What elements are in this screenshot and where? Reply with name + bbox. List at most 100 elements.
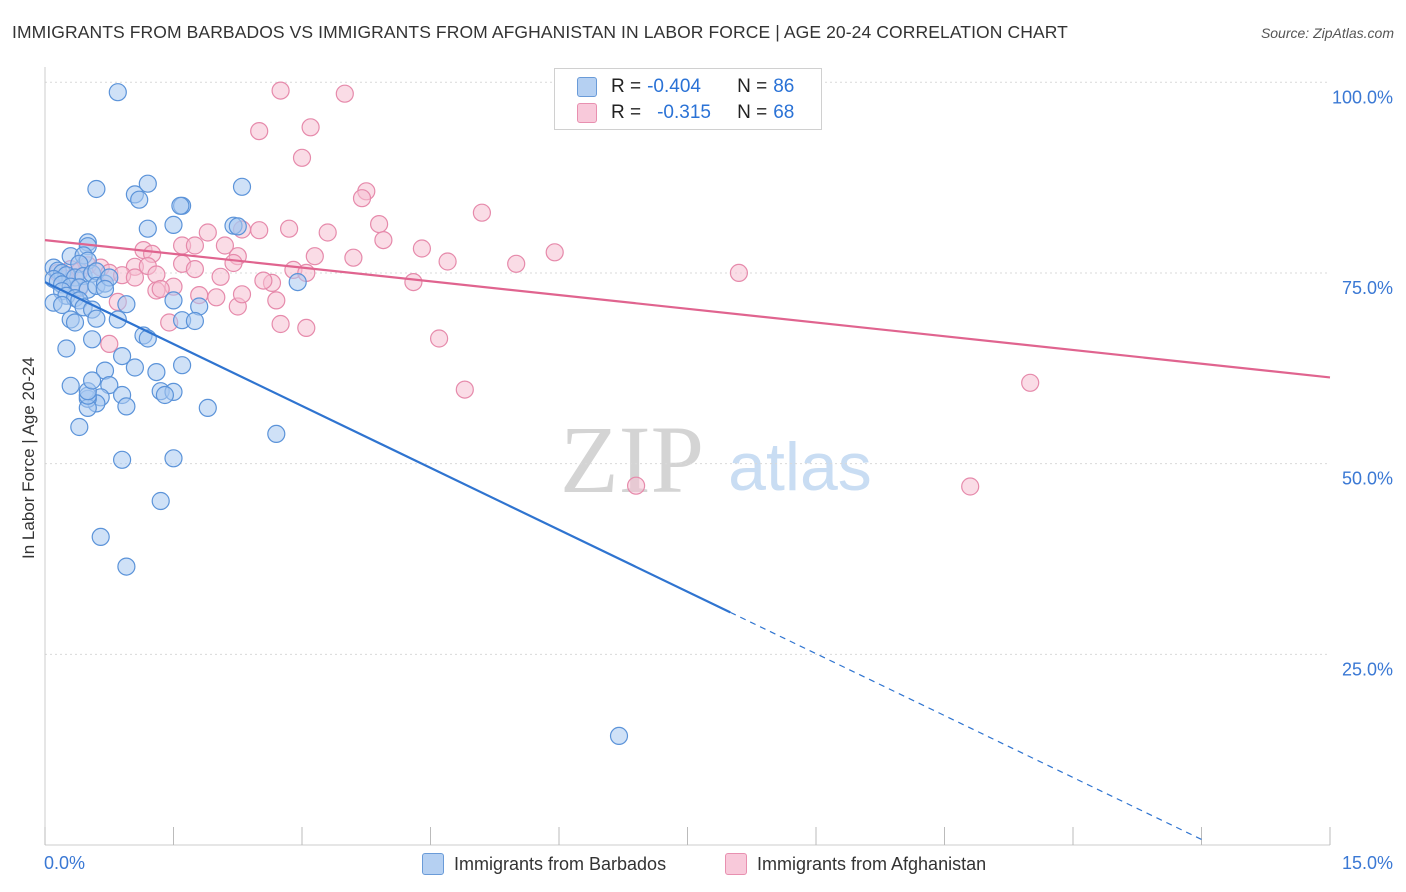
afghanistan-point	[507, 254, 526, 273]
stats-legend: R = -0.404 N = 86 R = -0.315 N = 68	[554, 68, 822, 130]
y-tick-label: 100.0%	[1332, 87, 1393, 107]
afghanistan-point	[374, 231, 393, 250]
tick-labels: 25.0% 50.0% 75.0% 100.0% 0.0% 15.0% In Labor F…	[19, 87, 1393, 873]
afghanistan-point	[404, 273, 423, 292]
barbados-point	[164, 449, 183, 468]
afghanistan-point	[280, 219, 299, 238]
afghanistan-point	[207, 288, 226, 307]
barbados-point	[112, 450, 132, 469]
barbados-point	[117, 295, 136, 314]
barbados-point	[70, 417, 89, 437]
barbados-point	[87, 309, 106, 328]
legend-item-afghanistan: Immigrants from Afghanistan	[725, 853, 986, 875]
legend-label-afghanistan: Immigrants from Afghanistan	[757, 853, 987, 874]
barbados-point	[232, 177, 252, 196]
barbados-point	[173, 356, 192, 375]
watermark-zip: ZIP	[560, 406, 704, 513]
n-label: N =	[737, 102, 768, 123]
afghanistan-point	[318, 223, 337, 242]
afghanistan-point	[438, 252, 457, 271]
barbados-point	[185, 311, 204, 331]
r-value: -0.404	[647, 76, 701, 97]
y-axis-title: In Labor Force | Age 20-24	[19, 357, 38, 559]
barbados-legend-swatch	[422, 853, 444, 875]
afghanistan-trend-line	[44, 239, 1331, 379]
grid-lines	[45, 81, 1330, 655]
barbados-point	[198, 398, 217, 417]
chart-title: IMMIGRANTS FROM BARBADOS VS IMMIGRANTS F…	[12, 22, 1068, 42]
x-tick-label-min: 0.0%	[44, 853, 85, 873]
afghanistan-point	[412, 239, 431, 258]
afghanistan-point	[297, 318, 316, 337]
afghanistan-point	[185, 260, 204, 279]
barbados-point	[82, 330, 102, 349]
n-value: 68	[773, 102, 795, 123]
source-credit: Source: ZipAtlas.com	[1260, 25, 1394, 41]
afghanistan-point	[224, 253, 243, 273]
afghanistan-point	[100, 334, 119, 353]
afghanistan-point	[232, 285, 252, 304]
y-tick-label: 50.0%	[1342, 469, 1393, 489]
barbados-point	[95, 279, 115, 299]
barbados-point	[87, 179, 106, 199]
legend-label-barbados: Immigrants from Barbados	[454, 853, 667, 874]
barbados-point	[609, 726, 629, 746]
afghanistan-legend-swatch	[725, 853, 747, 875]
afghanistan-point	[729, 263, 749, 282]
afghanistan-point	[472, 203, 491, 222]
barbados-point	[164, 291, 183, 310]
afghanistan-point	[292, 148, 312, 167]
afghanistan-point	[545, 243, 564, 262]
afghanistan-point	[250, 221, 269, 240]
legend-row-barbados: R = -0.404 N = 86	[577, 75, 794, 99]
barbados-swatch	[577, 77, 597, 97]
x-tick-label-max: 15.0%	[1342, 853, 1393, 873]
barbados-point	[288, 273, 307, 292]
barbados-point	[91, 527, 110, 547]
barbados-point	[108, 83, 127, 102]
afghanistan-point	[455, 380, 474, 399]
afghanistan-point	[370, 215, 389, 234]
barbados-point	[61, 376, 80, 395]
r-label: R =	[611, 76, 642, 97]
n-label: N =	[737, 76, 768, 97]
barbados-point	[112, 347, 132, 366]
afghanistan-point	[961, 477, 980, 496]
trend-lines	[44, 239, 1331, 840]
barbados-trend-extension	[730, 611, 1202, 840]
afghanistan-point	[1021, 373, 1040, 392]
afghanistan-point	[430, 329, 449, 348]
legend-item-barbados: Immigrants from Barbados	[422, 853, 666, 875]
afghanistan-point	[254, 271, 273, 290]
barbados-point	[65, 313, 85, 332]
data-points	[44, 81, 1040, 746]
legend-row-afghanistan: R = -0.315 N = 68	[577, 101, 794, 125]
barbados-point	[125, 358, 144, 377]
afghanistan-swatch	[577, 103, 597, 123]
barbados-point	[138, 174, 157, 193]
barbados-point	[130, 190, 149, 209]
barbados-point	[82, 371, 102, 390]
barbados-trend-line	[44, 281, 731, 614]
afghanistan-point	[211, 267, 230, 286]
barbados-point	[228, 217, 247, 236]
barbados-point	[164, 215, 183, 234]
barbados-point	[52, 295, 72, 315]
y-tick-label: 75.0%	[1342, 278, 1393, 298]
barbados-point	[147, 363, 166, 382]
y-tick-label: 25.0%	[1342, 659, 1393, 679]
afghanistan-point	[335, 84, 354, 103]
afghanistan-point	[250, 122, 269, 141]
barbados-point	[171, 196, 190, 215]
afghanistan-point	[352, 189, 372, 208]
watermark-atlas: atlas	[728, 429, 872, 505]
barbados-point	[117, 397, 136, 416]
afghanistan-point	[151, 279, 170, 299]
afghanistan-point	[305, 247, 324, 266]
n-value: 86	[773, 76, 795, 97]
afghanistan-point	[344, 248, 363, 267]
r-value: -0.315	[657, 102, 711, 123]
axes	[44, 67, 1331, 846]
barbados-point	[155, 385, 174, 405]
